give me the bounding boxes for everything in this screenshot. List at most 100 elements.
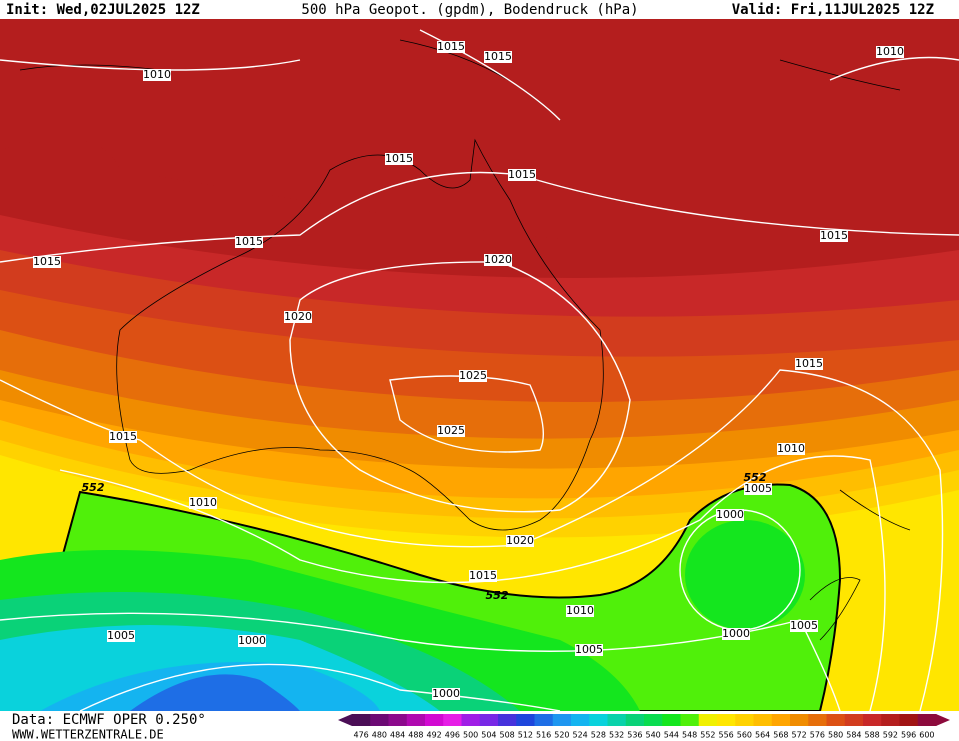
colorbar-label: 580 (828, 731, 843, 740)
isobar-label: 1005 (790, 619, 818, 632)
colorbar-swatch (571, 714, 590, 726)
geopotential-label: 552 (82, 481, 105, 494)
colorbar-swatch (644, 714, 663, 726)
isobar-label: 1000 (238, 634, 266, 647)
colorbar-swatch (607, 714, 627, 726)
colorbar-label: 560 (737, 731, 752, 740)
colorbar-label: 496 (445, 731, 460, 740)
isobar-label: 1000 (722, 627, 750, 640)
colorbar-label: 488 (408, 731, 423, 740)
colorbar-label: 544 (664, 731, 679, 740)
geopotential-label: 552 (486, 589, 509, 602)
website: WWW.WETTERZENTRALE.DE (12, 728, 164, 741)
colorbar-label: 528 (591, 731, 606, 740)
colorbar: 476 480 484 488 492 496 500 504 508 512 516 520 524 5… (338, 714, 950, 740)
colorbar-label: 588 (864, 731, 879, 740)
isobar-label-box (109, 431, 137, 443)
colorbar-label: 516 (536, 731, 551, 740)
colorbar-label: 552 (700, 731, 715, 740)
colorbar-swatch (863, 714, 882, 726)
isobar-label: 1005 (744, 482, 772, 495)
colorbar-label: 576 (810, 731, 825, 740)
isobar-label-box (189, 497, 217, 509)
isobar-label-box (33, 256, 61, 268)
colorbar-swatch (370, 714, 389, 726)
isobar-label-box (790, 620, 818, 632)
isobar-label: 1000 (432, 687, 460, 700)
colorbar-swatch (589, 714, 608, 726)
colorbar-swatch (753, 714, 773, 726)
isobar-label: 1020 (484, 253, 512, 266)
colorbar-swatch (388, 714, 408, 726)
colorbar-label: 568 (773, 731, 788, 740)
isobar-label-box (107, 630, 135, 642)
isobar-label: 1015 (33, 255, 61, 268)
colorbar-swatch (790, 714, 809, 726)
colorbar-label: 536 (627, 731, 642, 740)
isobar-label-box (506, 535, 534, 547)
isobar-label-box (722, 628, 750, 640)
colorbar-label: 504 (481, 731, 496, 740)
isobar-label-box (484, 51, 512, 63)
isobar-label-box (566, 605, 594, 617)
colorbar-label: 524 (572, 731, 587, 740)
colorbar-swatch (352, 714, 371, 726)
isobar-label-box (820, 230, 848, 242)
colorbar-swatch (516, 714, 535, 726)
isobar-label-box (484, 254, 512, 266)
isobar-label-box (777, 443, 805, 455)
isobar-label: 1010 (777, 442, 805, 455)
colorbar-swatch (698, 714, 718, 726)
colorbar-label: 548 (682, 731, 697, 740)
isobar-label: 1005 (107, 629, 135, 642)
map-labels: 1010 1015 1015 1010 1015 1015 1015 1015 1015 1020… (33, 40, 904, 700)
isobar-label-box (795, 358, 823, 370)
colorbar-swatch (881, 714, 900, 726)
isobar-label-box (238, 635, 266, 647)
colorbar-swatch (461, 714, 481, 726)
colorbar-swatch (808, 714, 827, 726)
isobar-label: 1010 (143, 68, 171, 81)
colorbar-swatch (406, 714, 426, 726)
colorbar-swatch (443, 714, 462, 726)
colorbar-swatch (662, 714, 681, 726)
isobar-label-box (235, 236, 263, 248)
header: Init: Wed,02JUL2025 12Z 500 hPa Geopot. … (6, 2, 934, 18)
isobar-label-box (876, 46, 904, 58)
colorbar-label: 600 (919, 731, 934, 740)
isobar-label: 1000 (716, 508, 744, 521)
isobar-label-box (385, 153, 413, 165)
colorbar-swatch (498, 714, 517, 726)
map: 1010 1015 1015 1010 1015 1015 1015 1015 1015 1020… (0, 19, 959, 711)
colorbar-swatch (717, 714, 736, 726)
map-fields (0, 19, 959, 711)
isobar-label-box (143, 69, 171, 81)
isobar-label: 1025 (459, 369, 487, 382)
isobar-label-box (432, 688, 460, 700)
colorbar-label: 476 (353, 731, 368, 740)
colorbar-label: 564 (755, 731, 770, 740)
isobar-label: 1015 (385, 152, 413, 165)
isobar-label-box (459, 370, 487, 382)
colorbar-swatch (425, 714, 444, 726)
colorbar-swatch (899, 714, 919, 726)
data-source: Data: ECMWF OPER 0.250° (12, 712, 206, 728)
colorbar-label: 584 (846, 731, 861, 740)
colorbar-label: 508 (499, 731, 514, 740)
colorbar-label: 540 (645, 731, 660, 740)
isobar-label: 1015 (437, 40, 465, 53)
isobar-label-box (469, 570, 497, 582)
isobar-label-box (437, 425, 465, 437)
isobar-label: 1020 (284, 310, 312, 323)
colorbar-label: 484 (390, 731, 405, 740)
colorbar-swatch (771, 714, 791, 726)
colorbar-label: 572 (791, 731, 806, 740)
colorbar-swatch (534, 714, 554, 726)
map-title: 500 hPa Geopot. (gpdm), Bodendruck (hPa) (301, 2, 638, 18)
isobar-label-box (744, 483, 772, 495)
colorbar-label: 480 (372, 731, 387, 740)
colorbar-label: 532 (609, 731, 624, 740)
init-time: Init: Wed,02JUL2025 12Z (6, 2, 200, 18)
colorbar-label: 492 (426, 731, 441, 740)
